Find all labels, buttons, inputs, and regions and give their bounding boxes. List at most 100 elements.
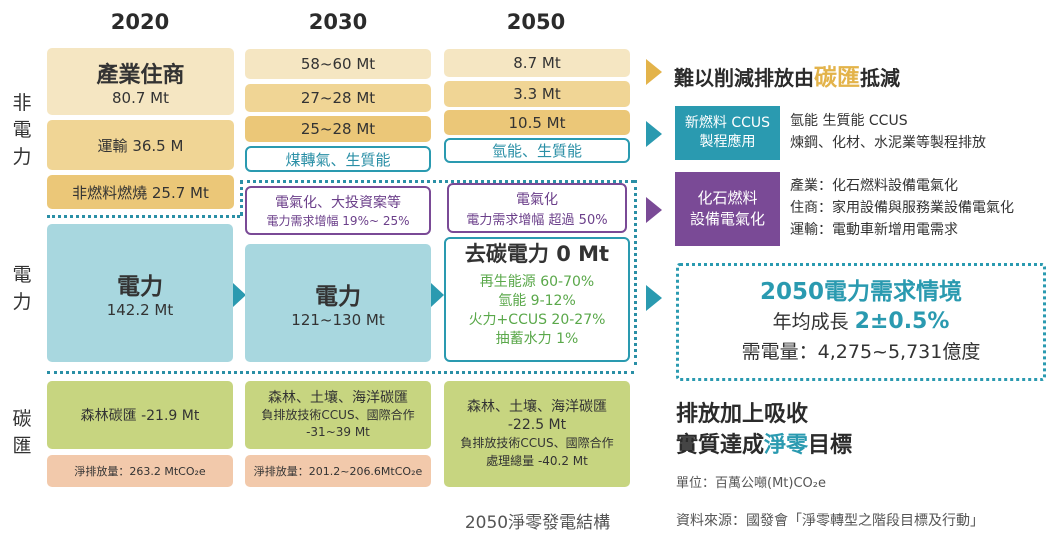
scenario-growth-label: 年均成長: [772, 311, 855, 333]
v2-2050-box: 3.3 Mt: [444, 81, 630, 107]
ccus-label-line2: 製程應用: [699, 134, 756, 150]
v3-2030-text: 25~28 Mt: [300, 120, 376, 138]
sink-2030-line1: 森林、土壤、海洋碳匯: [268, 389, 408, 406]
power-2020-value: 142.2 Mt: [106, 301, 174, 319]
year-2030: 2030: [308, 10, 368, 34]
goal-text: 排放加上吸收 實質達成淨零目標: [676, 399, 852, 461]
scenario-arrow-icon: [646, 285, 662, 311]
net-2030-text: 淨排放量：201.2~206.6MtCO₂e: [253, 465, 423, 478]
ccus-text-line2: 煉鋼、化材、水泥業等製程排放: [790, 135, 986, 151]
sink-2050-line3: 負排放技術CCUS、國際合作: [460, 436, 614, 450]
offset-heading-pre: 難以削減排放由: [674, 66, 814, 90]
goal-line2-pre: 實質達成: [676, 433, 765, 458]
arrow-2020-2030-icon: [233, 283, 246, 307]
scenario-growth-value: 2±0.5%: [854, 309, 950, 334]
mix-thermal-ccus: 火力+CCUS 20-27%: [468, 312, 606, 328]
power-2020-title: 電力: [117, 274, 163, 300]
caption-2050: 2050淨零發電結構: [464, 513, 611, 533]
sink-2020-text: 森林碳匯 -21.9 Mt: [80, 408, 200, 424]
power-2050-box: 去碳電力 0 Mt 再生能源 60-70% 氫能 9-12% 火力+CCUS 2…: [444, 237, 630, 362]
v3-2050-box: 10.5 Mt: [444, 110, 630, 135]
power-2030-title: 電力: [315, 284, 361, 310]
elec-2030-box: 電氣化、大投資案等 電力需求增幅 19%~ 25%: [245, 186, 431, 235]
net-2030-box: 淨排放量：201.2~206.6MtCO₂e: [245, 455, 431, 487]
industry-2020-title: 產業住商: [96, 62, 185, 88]
fossil-text-line3: 運輸：電動車新增用電需求: [790, 222, 958, 238]
fuels-2030-text: 煤轉氣、生質能: [285, 150, 391, 169]
ccus-arrow-icon: [646, 121, 662, 147]
mix-hydrogen: 氫能 9-12%: [498, 293, 576, 309]
elec-2050-line1: 電氣化: [516, 191, 558, 208]
separator-vertical-2030: [240, 180, 243, 216]
net-2020-box: 淨排放量：263.2 MtCO₂e: [47, 455, 233, 487]
scenario-growth: 年均成長 2±0.5%: [773, 307, 950, 337]
sink-2030-line2: 負排放技術CCUS、國際合作: [261, 407, 415, 422]
industry-2020-box: 產業住商 80.7 Mt: [47, 48, 234, 115]
nonfuel-2020-box: 非燃料燃燒 25.7 Mt: [47, 175, 234, 209]
sink-2050-line1: 森林、土壤、海洋碳匯: [467, 399, 607, 415]
fossil-text-line1: 產業：化石燃料設備電氣化: [790, 178, 958, 194]
v1-2030-box: 58~60 Mt: [245, 49, 431, 79]
sink-2030-box: 森林、土壤、海洋碳匯 負排放技術CCUS、國際合作 -31~39 Mt: [245, 381, 431, 449]
year-2020: 2020: [110, 10, 170, 34]
year-2050: 2050: [506, 10, 566, 34]
elec-2030-line2: 電力需求增幅 19%~ 25%: [266, 214, 410, 228]
side-label-power: 電 力: [12, 264, 32, 313]
v1-2050-box: 8.7 Mt: [444, 49, 630, 77]
sink-2050-line2: -22.5 Mt: [507, 417, 567, 433]
goal-line2: 實質達成淨零目標: [676, 430, 852, 461]
sink-2050-line4: 處理總量 -40.2 Mt: [486, 454, 588, 468]
offset-heading: 難以削減排放由碳匯抵減: [674, 58, 900, 92]
separator-vertical-2050: [634, 180, 637, 365]
offset-heading-post: 抵減: [860, 66, 900, 90]
v3-2030-box: 25~28 Mt: [245, 116, 431, 142]
v2-2050-text: 3.3 Mt: [513, 85, 561, 103]
scenario-box: 2050電力需求情境 年均成長 2±0.5% 需電量：4,275~5,731億度: [676, 263, 1046, 381]
fossil-label: 化石燃料 設備電氣化: [675, 172, 780, 246]
fossil-label-line1: 化石燃料: [697, 189, 758, 207]
elec-2050-box: 電氣化 電力需求增幅 超過 50%: [447, 183, 627, 233]
power-2050-title: 去碳電力 0 Mt: [464, 242, 610, 266]
unit-note: 單位：百萬公噸(Mt)CO₂e: [676, 476, 826, 491]
scenario-title: 2050電力需求情境: [759, 279, 962, 305]
separator-line-top: [240, 180, 634, 183]
sink-2020-box: 森林碳匯 -21.9 Mt: [47, 381, 233, 449]
v2-2030-box: 27~28 Mt: [245, 84, 431, 112]
net-2020-text: 淨排放量：263.2 MtCO₂e: [74, 465, 206, 478]
v3-2050-text: 10.5 Mt: [508, 113, 566, 132]
elec-2030-line1: 電氣化、大投資案等: [275, 195, 401, 211]
mix-renewables: 再生能源 60-70%: [479, 274, 595, 290]
fossil-text-line2: 住商：家用設備與服務業設備電氣化: [790, 200, 1014, 216]
goal-line2-post: 目標: [808, 433, 853, 458]
separator-line-bottom: [47, 371, 634, 374]
nonfuel-2020-text: 非燃料燃燒 25.7 Mt: [72, 183, 209, 202]
ccus-text: 氫能 生質能 CCUS 煉鋼、化材、水泥業等製程排放: [790, 110, 986, 154]
power-2030-box: 電力 121~130 Mt: [245, 244, 431, 362]
fossil-label-line2: 設備電氣化: [689, 210, 765, 228]
power-2020-box: 電力 142.2 Mt: [47, 224, 233, 362]
v1-2030-text: 58~60 Mt: [300, 55, 376, 73]
power-2030-value: 121~130 Mt: [291, 311, 385, 329]
fuels-2050-box: 氫能、生質能: [444, 138, 630, 163]
scenario-demand: 需電量：4,275~5,731億度: [741, 341, 981, 363]
industry-2020-value: 80.7 Mt: [112, 88, 169, 107]
v1-2050-text: 8.7 Mt: [513, 54, 561, 72]
fossil-text: 產業：化石燃料設備電氣化 住商：家用設備與服務業設備電氣化 運輸：電動車新增用電…: [790, 175, 1014, 241]
elec-2050-line2: 電力需求增幅 超過 50%: [466, 212, 608, 228]
ccus-label-line1: 新燃料 CCUS: [684, 115, 771, 131]
fossil-arrow-icon: [646, 197, 662, 223]
transport-2020-box: 運輸 36.5 M: [47, 120, 234, 170]
ccus-text-line1: 氫能 生質能 CCUS: [790, 113, 908, 129]
goal-line1: 排放加上吸收: [676, 402, 809, 427]
v2-2030-text: 27~28 Mt: [300, 89, 376, 107]
sink-2050-box: 森林、土壤、海洋碳匯 -22.5 Mt 負排放技術CCUS、國際合作 處理總量 …: [444, 381, 630, 487]
sink-2030-line3: -31~39 Mt: [306, 424, 370, 439]
fuels-2050-text: 氫能、生質能: [491, 142, 582, 160]
goal-line2-highlight: 淨零: [764, 433, 809, 458]
source-note: 資料來源：國發會「淨零轉型之階段目標及行動」: [676, 513, 984, 529]
offset-arrow-icon: [646, 59, 662, 85]
fuels-2030-box: 煤轉氣、生質能: [245, 146, 431, 172]
ccus-label: 新燃料 CCUS 製程應用: [675, 106, 780, 160]
transport-2020-text: 運輸 36.5 M: [97, 136, 184, 155]
separator-line-2020: [47, 215, 240, 218]
